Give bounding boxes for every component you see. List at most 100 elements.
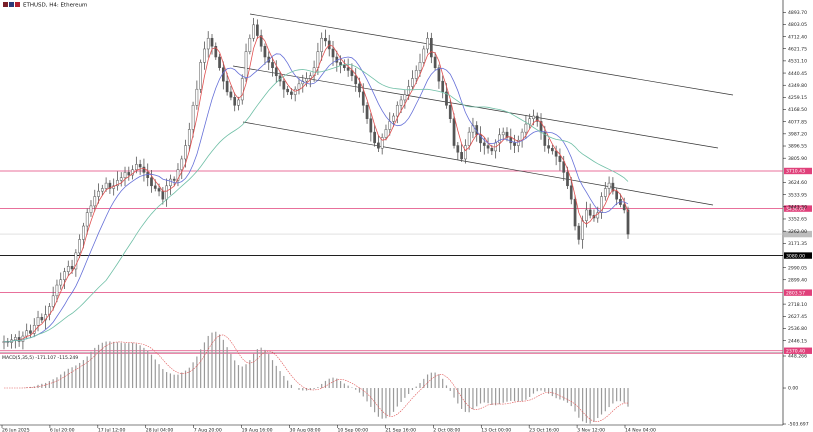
candle-body (339, 62, 342, 66)
time-tick-label: 6 Jul 20:00 (50, 428, 75, 432)
candle-body (13, 337, 17, 341)
candle-body (59, 279, 63, 286)
candle-body (551, 147, 554, 152)
candle-body (456, 145, 460, 153)
price-tick-label: 2899.40 (788, 277, 807, 283)
candle-body (562, 161, 566, 173)
candle-body (305, 78, 308, 82)
candle-body (157, 188, 161, 192)
candle-body (585, 209, 588, 221)
channel-line (249, 13, 734, 96)
price-tick-label: 4621.75 (788, 46, 807, 52)
candle-body (248, 37, 252, 52)
candles (2, 17, 630, 350)
time-tick-label: 2 Oct 08:00 (433, 428, 460, 432)
candle-body (36, 317, 40, 326)
candle-body (411, 78, 414, 87)
price-tick-label: 4531.10 (788, 59, 807, 65)
candle-body (588, 209, 592, 216)
macd-tick-label: -503.697 (788, 422, 809, 428)
candle-body (78, 239, 81, 254)
candle-body (460, 152, 463, 160)
candle-body (407, 86, 411, 95)
candle-body (153, 185, 157, 189)
time-tick-label: 17 Jul 12:00 (98, 428, 126, 432)
candle-body (361, 91, 365, 106)
time-axis: 26 Jun 2025 6 Jul 20:00 17 Jul 12:00 28 Jul… (1, 425, 656, 432)
candle-body (169, 178, 172, 187)
price-tick-label: 3171.35 (788, 241, 807, 247)
macd-tick-label: 0.00 (788, 386, 798, 392)
candle-body (343, 64, 346, 68)
candle-body (467, 131, 471, 146)
price-tick-label: 4893.70 (788, 10, 807, 16)
candle-body (554, 150, 558, 157)
candle-body (100, 188, 104, 192)
price-tick-label: 4803.05 (788, 22, 807, 28)
candle-body (138, 164, 142, 168)
candle-body (252, 24, 255, 39)
candle-body (123, 172, 127, 179)
macd-signal-line (4, 334, 628, 422)
candle-body (44, 314, 47, 321)
candle-body (199, 62, 203, 90)
candle-body (384, 129, 388, 138)
candle-body (297, 83, 301, 90)
price-tick-label: 3987.20 (788, 132, 807, 138)
candle-body (392, 115, 395, 122)
candle-body (180, 158, 184, 170)
candle-body (611, 182, 615, 192)
level-label: 2803.57 (786, 290, 805, 296)
channel-line (242, 121, 714, 206)
candle-body (240, 78, 244, 101)
candle-body (274, 67, 278, 77)
level-badge (784, 347, 812, 354)
candle-body (505, 131, 509, 138)
candle-body (418, 62, 422, 71)
candle-body (414, 70, 418, 79)
candle-body (97, 190, 100, 197)
candle-body (142, 166, 146, 173)
candle-body (547, 145, 550, 149)
candle-body (373, 131, 376, 144)
price-tick-label: 3443.30 (788, 205, 807, 211)
candle-body (581, 220, 584, 240)
macd-title: MACD(5,35,5) -171.107 -115.249 (2, 355, 78, 361)
candle-body (433, 56, 437, 68)
time-tick-label: 21 Sep 16:00 (385, 428, 416, 432)
price-tick-label: 4440.45 (788, 71, 807, 77)
candle-body (70, 266, 74, 270)
candle-body (210, 37, 214, 47)
candle-body (195, 88, 199, 106)
macd-histogram (4, 331, 629, 424)
candle-body (369, 118, 373, 133)
candle-body (528, 118, 532, 125)
candle-body (524, 123, 528, 133)
price-tick-label: 2536.80 (788, 326, 807, 332)
candle-body (358, 83, 361, 93)
candle-body (237, 99, 240, 106)
price-tick-label: 4259.15 (788, 95, 807, 101)
symbol-icon-2 (9, 2, 14, 7)
candle-body (184, 145, 187, 160)
candle-body (501, 131, 505, 136)
level-badge (784, 167, 812, 175)
candle-body (320, 37, 324, 52)
candle-body (89, 205, 93, 213)
symbol-icon-3 (15, 2, 20, 7)
candle-body (566, 172, 569, 187)
candle-body (346, 67, 350, 71)
time-tick-label: 10 Sep 00:00 (337, 428, 368, 432)
time-tick-label: 3 Nov 12:00 (577, 428, 605, 432)
candle-body (150, 177, 153, 187)
candle-body (426, 37, 429, 50)
candle-body (85, 212, 89, 227)
candle-body (596, 212, 600, 219)
candle-body (218, 56, 221, 68)
ma-slow-line (3, 63, 629, 343)
candle-body (116, 180, 119, 187)
symbol-title: ETHUSD, H4: Ethereum (23, 3, 87, 9)
candle-body (233, 97, 237, 106)
chart-header: ETHUSD, H4: Ethereum (3, 2, 87, 9)
price-tick-label: 4077.85 (788, 119, 807, 125)
